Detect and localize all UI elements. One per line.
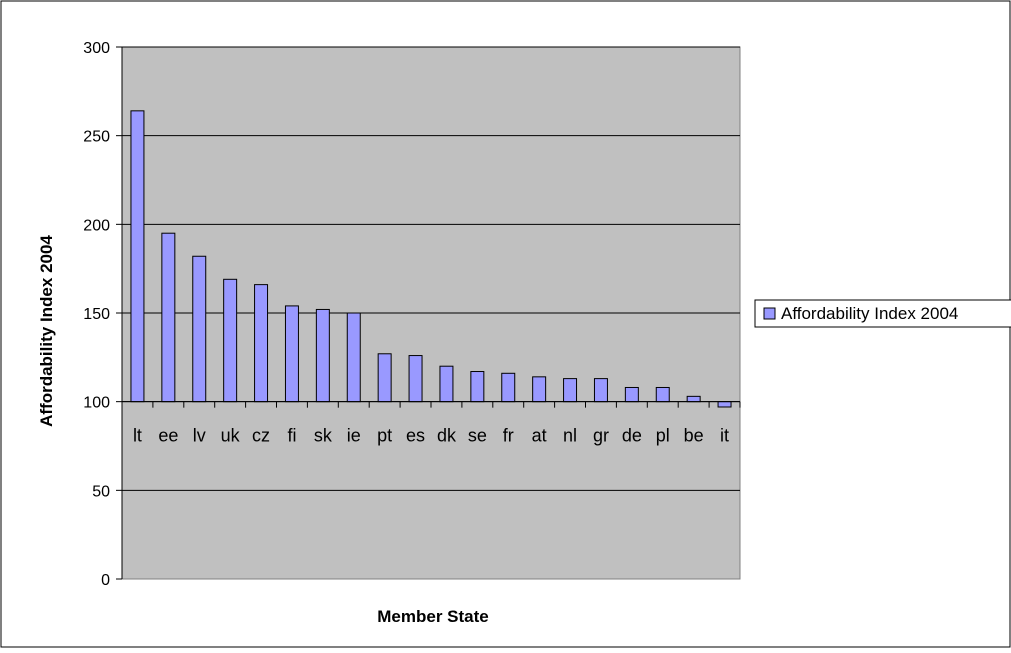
category-label: fr — [503, 426, 514, 446]
baseline — [121, 401, 741, 408]
bar — [655, 386, 670, 403]
category-label: de — [622, 426, 642, 446]
category-label: at — [532, 426, 547, 446]
bar — [470, 371, 485, 403]
bar — [346, 312, 361, 403]
bar — [593, 378, 608, 403]
bar — [223, 278, 238, 403]
category-label: ie — [347, 426, 361, 446]
category-label: nl — [563, 426, 577, 446]
bar — [130, 110, 145, 403]
bar — [717, 401, 732, 408]
y-tick-label: 100 — [83, 395, 110, 412]
y-tick-label: 0 — [101, 572, 110, 589]
x-axis-title: Member State — [377, 607, 488, 626]
bar — [284, 305, 299, 403]
bars — [130, 110, 732, 408]
category-labels: lt ee lv uk cz fi sk ie pt es dk se fr at nl gr de pl be it — [133, 426, 729, 446]
y-tick-label: 150 — [83, 306, 110, 323]
y-tick-label: 300 — [83, 40, 110, 57]
category-label: uk — [221, 426, 241, 446]
bar — [254, 284, 269, 403]
category-label: be — [684, 426, 704, 446]
bar — [563, 378, 578, 403]
bar — [408, 355, 423, 403]
bar — [315, 308, 330, 403]
bar — [501, 372, 516, 403]
category-label: ee — [158, 426, 178, 446]
bar — [624, 386, 639, 403]
category-label: pl — [656, 426, 670, 446]
category-label: cz — [252, 426, 270, 446]
category-label: gr — [593, 426, 609, 446]
category-label: se — [468, 426, 487, 446]
bar — [377, 353, 392, 403]
legend: Affordability Index 2004 — [754, 299, 1011, 328]
bar — [532, 376, 547, 403]
category-label: fi — [287, 426, 296, 446]
y-axis-title: Affordability Index 2004 — [37, 235, 56, 427]
bar — [686, 395, 701, 403]
y-tick-label: 50 — [92, 483, 110, 500]
y-tick-label: 250 — [83, 129, 110, 146]
y-axis: 0 50 100 150 200 250 300 — [83, 40, 123, 589]
bar — [439, 365, 454, 403]
bar — [161, 232, 176, 403]
category-label: dk — [437, 426, 457, 446]
bar — [192, 255, 207, 403]
category-label: lv — [193, 426, 206, 446]
category-label: pt — [377, 426, 392, 446]
category-label: es — [406, 426, 425, 446]
category-label: lt — [133, 426, 142, 446]
legend-box — [754, 299, 1011, 328]
legend-label: Affordability Index 2004 — [781, 304, 958, 323]
category-label: it — [720, 426, 729, 446]
legend-swatch — [763, 307, 776, 320]
category-label: sk — [314, 426, 333, 446]
y-tick-label: 200 — [83, 217, 110, 234]
